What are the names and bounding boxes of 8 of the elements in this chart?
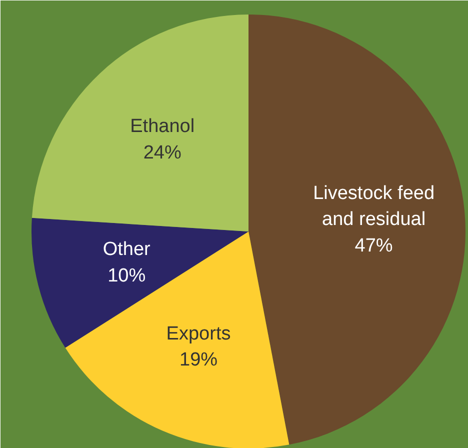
data-label: 19% [180, 350, 218, 371]
slice-label: Livestock feed and residual [313, 182, 435, 230]
slice-label: Exports [166, 323, 231, 344]
slice-label: Other [102, 239, 152, 260]
data-label: 24% [143, 142, 182, 164]
slice-label: Ethanol [130, 116, 195, 138]
data-label: 47% [354, 235, 393, 256]
data-label: 10% [108, 265, 146, 286]
